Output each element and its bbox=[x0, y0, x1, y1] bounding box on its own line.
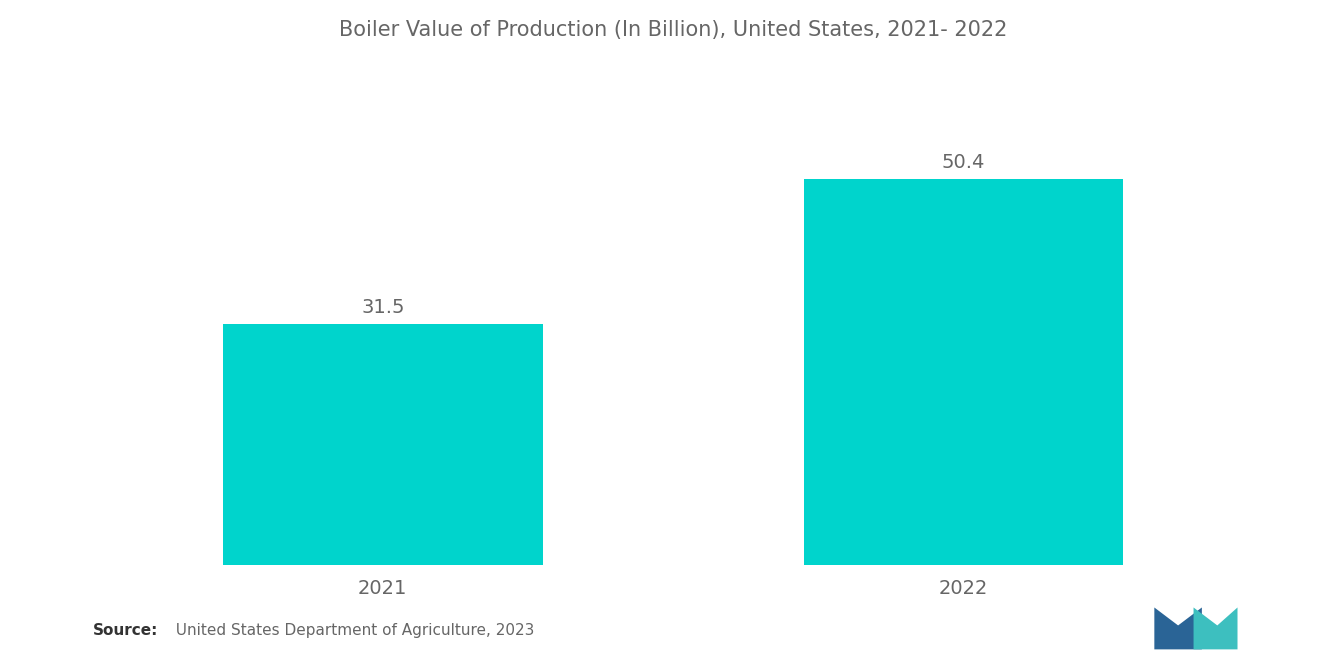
Text: 50.4: 50.4 bbox=[942, 154, 985, 172]
Bar bbox=[804, 178, 1123, 565]
Polygon shape bbox=[1193, 608, 1238, 649]
Text: 31.5: 31.5 bbox=[362, 299, 404, 317]
Text: Source:: Source: bbox=[92, 623, 158, 638]
Title: Boiler Value of Production (In Billion), United States, 2021- 2022: Boiler Value of Production (In Billion),… bbox=[339, 20, 1007, 40]
Polygon shape bbox=[1154, 608, 1203, 649]
Bar bbox=[223, 324, 543, 565]
Text: United States Department of Agriculture, 2023: United States Department of Agriculture,… bbox=[166, 623, 535, 638]
